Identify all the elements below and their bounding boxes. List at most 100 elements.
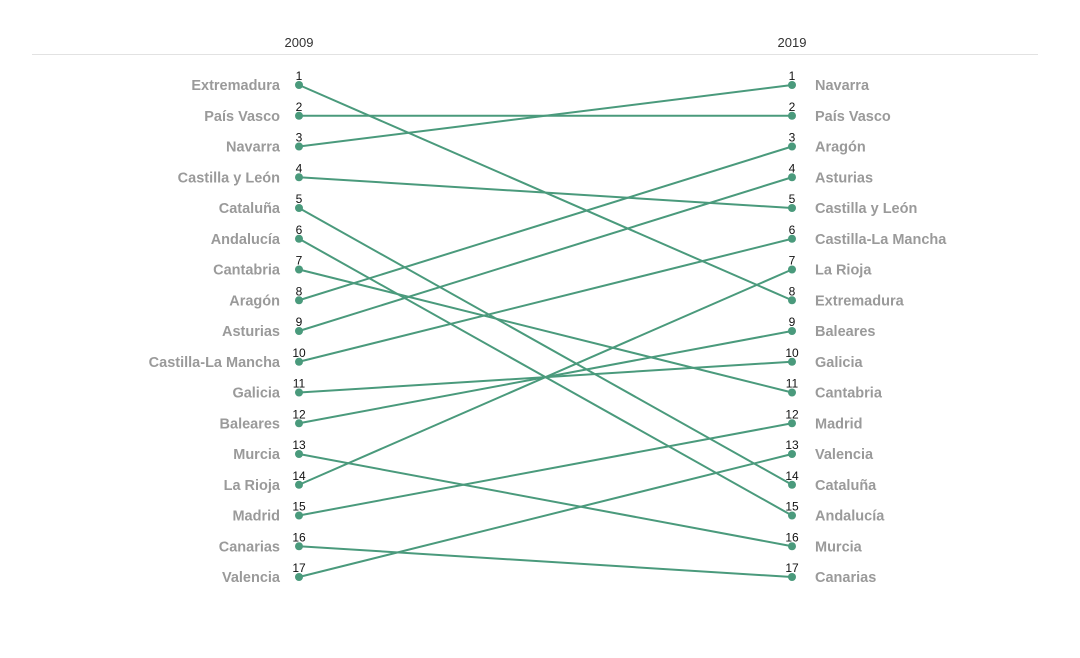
slope-line-canarias xyxy=(298,545,793,578)
dot-2009-navarra xyxy=(295,142,303,151)
slope-line-cataluna xyxy=(298,207,793,486)
slope-line-castilla-y-leon xyxy=(298,176,793,209)
rank-2009-7: 7 xyxy=(296,254,303,268)
dot-2019-murcia xyxy=(788,542,796,551)
dot-2019-canarias xyxy=(788,573,796,581)
slope-line-cantabria xyxy=(298,268,793,394)
region-2019-andalucia: Andalucía xyxy=(815,509,885,525)
region-2019-canarias: Canarias xyxy=(815,570,876,586)
rank-2009-3: 3 xyxy=(296,131,303,145)
rank-2019-15: 15 xyxy=(785,500,799,514)
region-2009-murcia: Murcia xyxy=(233,447,281,463)
region-2019-castilla-y-leon: Castilla y León xyxy=(815,201,917,217)
slope-lines xyxy=(298,84,793,578)
region-2019-baleares: Baleares xyxy=(815,324,875,340)
rank-2019-10: 10 xyxy=(785,346,799,360)
region-labels: 1 Extremadura 2 País Vasco 3 Navarra 4 Castilla… xyxy=(149,69,948,586)
dot-2019-valencia xyxy=(788,450,796,458)
dot-2009-castilla-y-leon xyxy=(295,173,303,182)
region-2009-aragon: Aragón xyxy=(229,293,280,309)
rank-2019-9: 9 xyxy=(789,315,796,329)
dot-2019-andalucia xyxy=(788,511,796,520)
region-2019-galicia: Galicia xyxy=(815,355,863,371)
dot-2009-valencia xyxy=(295,573,303,581)
dot-2009-cataluna xyxy=(295,204,303,212)
rank-2019-17: 17 xyxy=(785,561,799,575)
region-2019-madrid: Madrid xyxy=(815,416,863,432)
region-2009-canarias: Canarias xyxy=(219,539,280,555)
dot-2009-canarias xyxy=(295,542,303,551)
region-2019-navarra: Navarra xyxy=(815,78,870,94)
region-2019-aragon: Aragón xyxy=(815,140,866,156)
dot-2009-cantabria xyxy=(295,265,303,274)
slope-line-murcia xyxy=(298,453,793,548)
rank-2019-3: 3 xyxy=(789,131,796,145)
region-2009-baleares: Baleares xyxy=(220,416,280,432)
rank-2019-7: 7 xyxy=(789,254,796,268)
slope-line-valencia xyxy=(298,453,793,578)
rank-2019-8: 8 xyxy=(789,284,796,298)
rank-2019-6: 6 xyxy=(789,223,796,237)
rank-2009-13: 13 xyxy=(292,438,306,452)
dot-2009-castilla-la-mancha xyxy=(295,357,303,366)
dot-2009-pais-vasco xyxy=(295,111,303,120)
dot-2019-galicia xyxy=(788,357,796,366)
rank-2019-1: 1 xyxy=(789,69,796,83)
dot-2019-madrid xyxy=(788,419,796,428)
region-2009-extremadura: Extremadura xyxy=(191,78,281,94)
dot-2009-galicia xyxy=(295,388,303,397)
rank-dots xyxy=(295,81,796,581)
rank-2009-14: 14 xyxy=(292,469,306,483)
rank-2019-4: 4 xyxy=(789,161,796,175)
dot-2009-extremadura xyxy=(295,81,303,89)
rank-2009-1: 1 xyxy=(296,69,303,83)
region-2009-castilla-la-mancha: Castilla-La Mancha xyxy=(149,355,281,371)
slope-line-madrid xyxy=(298,422,793,517)
dot-2019-pais-vasco xyxy=(788,111,796,120)
rank-2009-17: 17 xyxy=(292,561,306,575)
slope-line-castilla-la-mancha xyxy=(298,237,793,363)
rank-2009-16: 16 xyxy=(292,530,306,544)
dot-2019-castilla-la-mancha xyxy=(788,234,796,243)
slope-line-la-rioja xyxy=(298,268,793,486)
dot-2009-aragon xyxy=(295,296,303,305)
rank-2009-9: 9 xyxy=(296,315,303,329)
region-2009-castilla-y-leon: Castilla y León xyxy=(178,170,280,186)
slope-line-aragon xyxy=(298,145,793,302)
rank-2019-5: 5 xyxy=(789,192,796,206)
dot-2009-madrid xyxy=(295,511,303,520)
dot-2009-asturias xyxy=(295,327,303,335)
dot-2019-cantabria xyxy=(788,388,796,397)
region-2019-murcia: Murcia xyxy=(815,539,863,555)
slope-line-asturias xyxy=(298,176,793,332)
dot-2019-cataluna xyxy=(788,480,796,489)
rank-2019-12: 12 xyxy=(785,407,799,421)
rank-2009-11: 11 xyxy=(293,377,306,391)
region-2009-galicia: Galicia xyxy=(232,386,280,402)
dot-2009-andalucia xyxy=(295,234,303,243)
rank-2009-5: 5 xyxy=(296,192,303,206)
dot-2019-extremadura xyxy=(788,296,796,305)
year-2019-label: 2019 xyxy=(778,35,807,50)
rank-2019-16: 16 xyxy=(785,530,799,544)
region-2009-cataluna: Cataluña xyxy=(219,201,281,217)
region-2019-extremadura: Extremadura xyxy=(815,293,905,309)
rank-2019-13: 13 xyxy=(785,438,799,452)
rank-2009-8: 8 xyxy=(296,284,303,298)
region-2019-asturias: Asturias xyxy=(815,170,873,186)
dot-2009-baleares xyxy=(295,419,303,428)
region-2019-la-rioja: La Rioja xyxy=(815,263,872,279)
region-2009-navarra: Navarra xyxy=(226,140,281,156)
rank-2009-10: 10 xyxy=(292,346,306,360)
dot-2019-baleares xyxy=(788,327,796,335)
region-2009-pais-vasco: País Vasco xyxy=(204,109,280,125)
dot-2009-la-rioja xyxy=(295,480,303,489)
region-2009-cantabria: Cantabria xyxy=(213,263,281,279)
rank-2009-6: 6 xyxy=(296,223,303,237)
region-2019-valencia: Valencia xyxy=(815,447,874,463)
dot-2019-aragon xyxy=(788,142,796,151)
region-2019-pais-vasco: País Vasco xyxy=(815,109,891,125)
rank-2009-12: 12 xyxy=(292,407,306,421)
dot-2019-navarra xyxy=(788,81,796,89)
